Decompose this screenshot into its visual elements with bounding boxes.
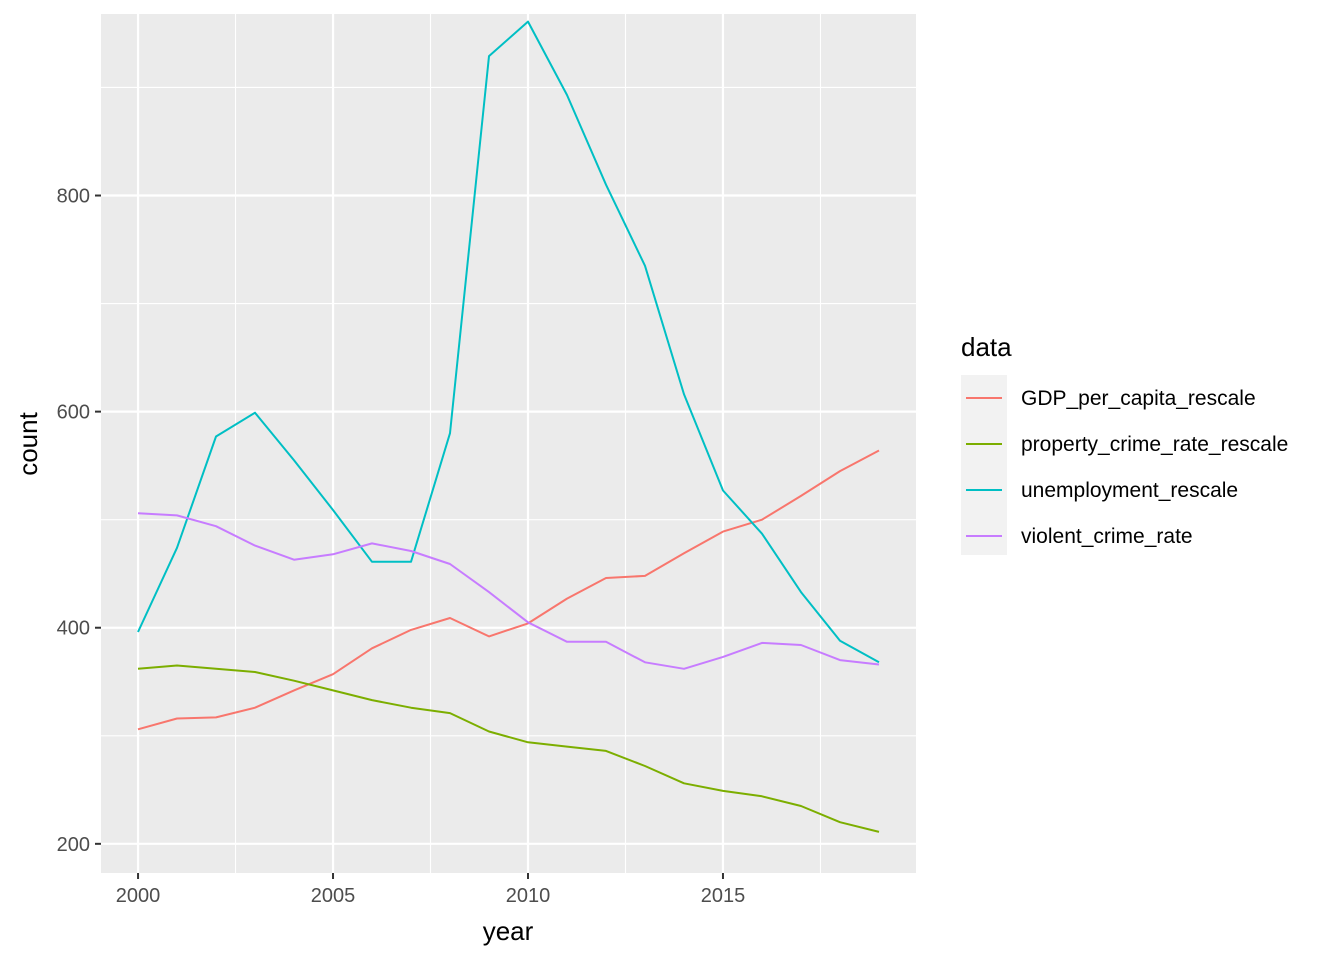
legend-label: GDP_per_capita_rescale (1021, 387, 1256, 410)
minor-gridlines (101, 14, 916, 873)
series-line-GDP-per-capita-rescale (137, 449, 880, 731)
legend-title: data (961, 332, 1012, 362)
y-tick-label: 200 (57, 834, 90, 856)
legend-items: GDP_per_capita_rescale property_crime_rat… (966, 387, 1288, 548)
y-axis-title: count (13, 411, 43, 475)
legend-label: property_crime_rate_rescale (1021, 433, 1288, 456)
series-lines (137, 20, 880, 833)
y-tick-label: 400 (57, 618, 90, 640)
x-tick-label: 2000 (116, 885, 161, 907)
legend-label: violent_crime_rate (1021, 525, 1193, 548)
x-tick-label: 2015 (701, 885, 746, 907)
series-line-property-crime-rate-rescale (137, 664, 880, 833)
x-tick-label: 2005 (311, 885, 356, 907)
panel-background (101, 14, 916, 873)
legend-keys-background (961, 375, 1007, 555)
x-tick-label: 2010 (506, 885, 551, 907)
series-line-violent-crime-rate (137, 512, 880, 670)
legend: data GDP_per_capita_rescale property_crim… (961, 332, 1288, 555)
y-tick-label: 600 (57, 402, 90, 424)
x-axis-ticks: 2000 2005 2010 2015 (116, 873, 745, 907)
series-line-unemployment-rescale (137, 20, 880, 664)
x-axis-title: year (483, 916, 534, 946)
y-tick-label: 800 (57, 186, 90, 208)
major-gridlines (101, 14, 916, 873)
legend-label: unemployment_rescale (1021, 479, 1238, 502)
y-axis-ticks: 200 400 600 800 (57, 186, 101, 856)
